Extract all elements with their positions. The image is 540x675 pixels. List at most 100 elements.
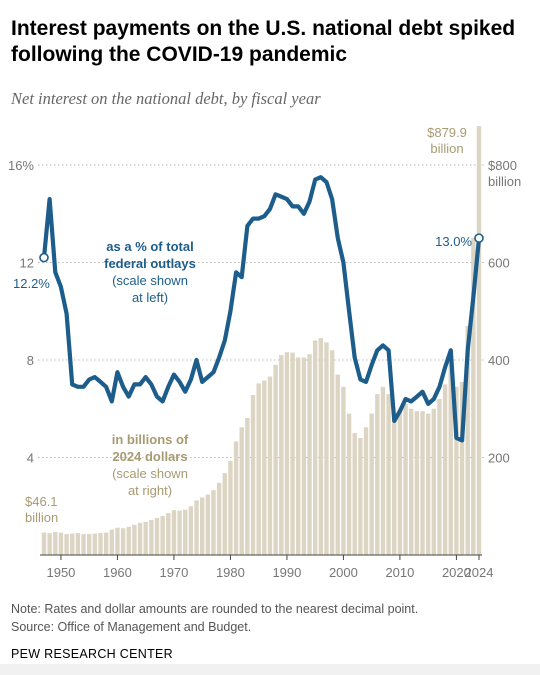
bar-series-label: in billions of xyxy=(112,432,189,447)
bar xyxy=(41,532,47,555)
bar xyxy=(132,524,137,555)
bar xyxy=(442,384,448,555)
bar xyxy=(256,383,261,555)
bar xyxy=(233,441,239,555)
bar xyxy=(92,533,98,555)
x-axis-tick-label: 2020 xyxy=(442,565,471,580)
bar xyxy=(267,376,273,555)
bar xyxy=(75,533,81,555)
bar xyxy=(312,340,318,555)
bar xyxy=(154,517,160,555)
bar xyxy=(171,510,177,555)
bar xyxy=(120,528,126,555)
bar xyxy=(70,533,75,555)
bar xyxy=(329,350,335,555)
bar xyxy=(53,532,58,555)
x-axis-tick-label: 1950 xyxy=(46,565,75,580)
bar xyxy=(380,386,386,555)
x-axis-tick-label: 1980 xyxy=(216,565,245,580)
bar xyxy=(476,126,482,555)
bar xyxy=(245,418,250,555)
chart-subtitle: Net interest on the national debt, by fi… xyxy=(11,89,321,108)
bar xyxy=(177,510,182,555)
bar xyxy=(409,408,414,555)
chart-title: Interest payments on the U.S. national d… xyxy=(11,17,516,66)
bar xyxy=(115,527,120,555)
bar xyxy=(194,500,199,555)
bar xyxy=(318,338,324,555)
line-start-marker xyxy=(39,252,49,263)
bar xyxy=(335,374,340,555)
bar xyxy=(392,413,397,555)
bar xyxy=(239,427,244,555)
right-axis-tick-label: $800 xyxy=(488,158,517,173)
bar xyxy=(375,394,380,555)
bar xyxy=(211,490,216,555)
bar xyxy=(222,473,227,555)
bar xyxy=(47,533,52,555)
bar xyxy=(341,386,346,555)
source-text: Source: Office of Management and Budget. xyxy=(11,620,252,634)
line-end-marker xyxy=(474,233,484,243)
right-axis-tick-label: 600 xyxy=(488,256,510,271)
bar xyxy=(369,413,374,555)
bar xyxy=(425,413,431,555)
bar xyxy=(109,529,114,555)
bar xyxy=(301,357,307,555)
x-axis-tick-label: 1970 xyxy=(159,565,188,580)
right-axis-tick-label: 200 xyxy=(488,451,510,466)
bar xyxy=(296,357,301,555)
bar xyxy=(465,325,470,555)
bar xyxy=(58,532,64,555)
line-series-label: as a % of total xyxy=(106,239,193,254)
line-series-scale-note: at left) xyxy=(132,290,168,305)
right-axis-tick-label: 400 xyxy=(488,353,510,368)
bar xyxy=(414,411,420,555)
footer-band xyxy=(0,664,540,675)
bar xyxy=(448,362,453,555)
bar xyxy=(454,386,459,555)
bar xyxy=(324,342,329,555)
bar xyxy=(403,403,408,555)
bar-series-scale-note: (scale shown xyxy=(112,466,188,481)
bar-end-value-unit: billion xyxy=(430,141,463,156)
x-axis-tick-label: 2010 xyxy=(385,565,414,580)
bar xyxy=(290,352,295,555)
left-axis-tick-label: 4 xyxy=(27,451,34,466)
line-start-value-label: 12.2% xyxy=(13,276,50,291)
bar xyxy=(346,413,352,555)
bar xyxy=(160,516,165,555)
bar xyxy=(183,509,188,555)
bar-start-value-unit: billion xyxy=(25,510,58,525)
bar xyxy=(188,506,194,555)
line-series-label: federal outlays xyxy=(104,256,196,271)
bar xyxy=(279,355,284,555)
bar xyxy=(143,521,148,555)
line-series-percent xyxy=(39,175,484,443)
right-axis-unit-label: billion xyxy=(488,174,521,189)
bar xyxy=(126,526,131,555)
bar xyxy=(205,494,211,555)
bar xyxy=(471,238,476,555)
x-axis-tick-label: 1960 xyxy=(103,565,132,580)
note-text: Note: Rates and dollar amounts are round… xyxy=(11,602,419,616)
bar xyxy=(352,433,357,555)
left-axis-tick-label: 16% xyxy=(8,158,34,173)
bar-series-billions xyxy=(41,126,482,555)
bar xyxy=(166,513,171,555)
bar xyxy=(199,497,205,555)
bar-start-value-label: $46.1 xyxy=(25,494,58,509)
x-axis-tick-label: 2000 xyxy=(329,565,358,580)
bar xyxy=(284,352,290,555)
chart: 16% 12 8 4 $800 600 400 200 billion 1950 1960 1970 1… xyxy=(8,125,521,580)
bar xyxy=(86,534,92,555)
bar-end-value-label: $879.9 xyxy=(427,125,467,140)
bar xyxy=(386,394,391,555)
left-axis-tick-label: 12 xyxy=(20,256,34,271)
bar xyxy=(81,534,86,555)
bar xyxy=(64,534,69,555)
x-axis-tick-label: 1990 xyxy=(272,565,301,580)
bar xyxy=(437,399,442,555)
bar-series-label: 2024 dollars xyxy=(112,449,187,464)
